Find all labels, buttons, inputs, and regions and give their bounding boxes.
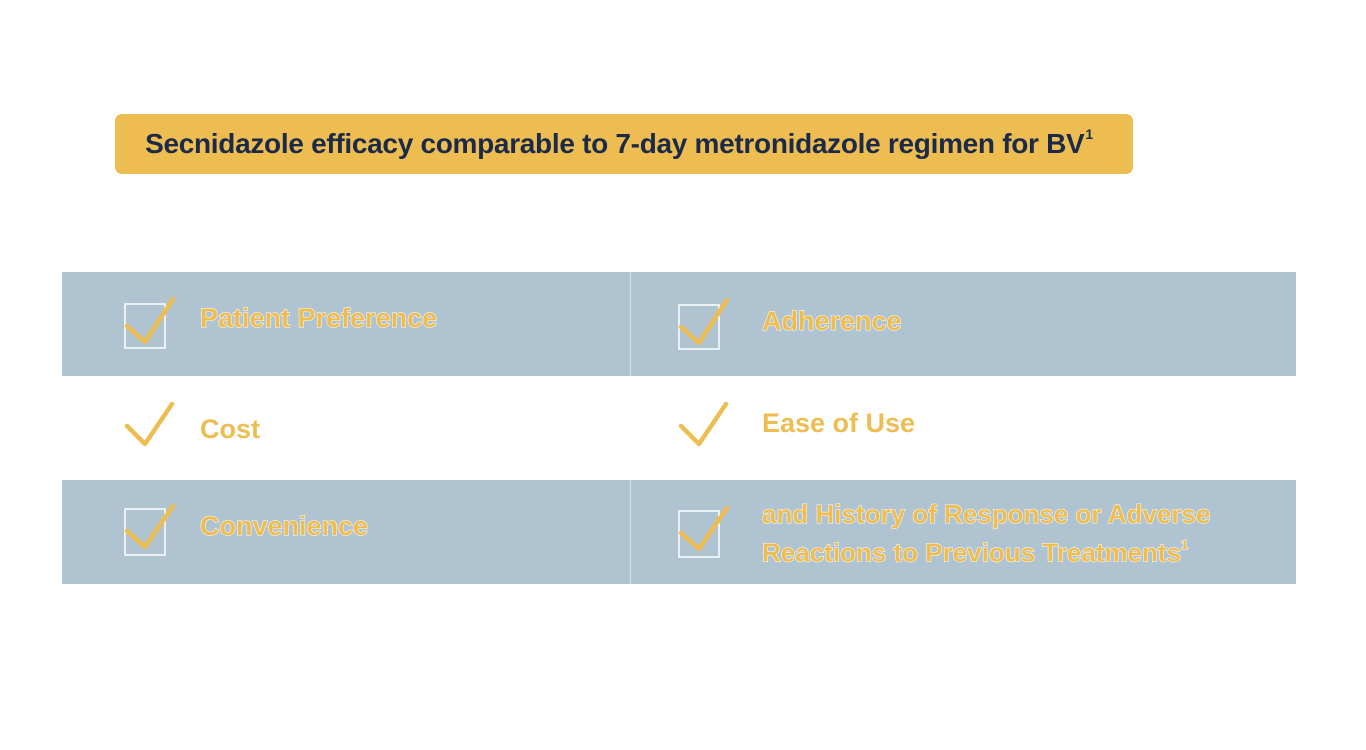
row-3-right-cell xyxy=(631,480,1296,584)
checkmark-icon xyxy=(677,400,729,456)
checkbox-checked-icon xyxy=(123,296,175,352)
criterion-patient-preference: Patient Preference xyxy=(199,303,438,334)
criterion-cost: Cost xyxy=(200,414,260,444)
checkbox-checked-icon xyxy=(123,503,175,559)
criterion-convenience: Convenience xyxy=(199,511,369,542)
criterion-history-line-2: Reactions to Previous Treatments xyxy=(761,537,1182,568)
checkbox-checked-icon xyxy=(677,505,729,561)
checkbox-checked-icon xyxy=(677,297,729,353)
banner-title: Secnidazole efficacy comparable to 7-day… xyxy=(145,125,1093,159)
criterion-history-of-response: and History of Response or Adverse React… xyxy=(761,497,1282,570)
row-3-divider xyxy=(630,480,631,584)
criterion-adherence: Adherence xyxy=(762,306,903,337)
criterion-ease-of-use: Ease of Use xyxy=(762,408,916,438)
title-banner: Secnidazole efficacy comparable to 7-day… xyxy=(115,114,1133,174)
checkmark-icon xyxy=(123,400,175,456)
row-1-divider xyxy=(630,272,631,376)
banner-footnote-ref: 1 xyxy=(1085,125,1093,142)
row-1-right-cell xyxy=(631,272,1296,376)
criterion-history-footnote-ref: 1 xyxy=(1181,537,1189,553)
criterion-history-line-1: and History of Response or Adverse xyxy=(761,499,1211,530)
